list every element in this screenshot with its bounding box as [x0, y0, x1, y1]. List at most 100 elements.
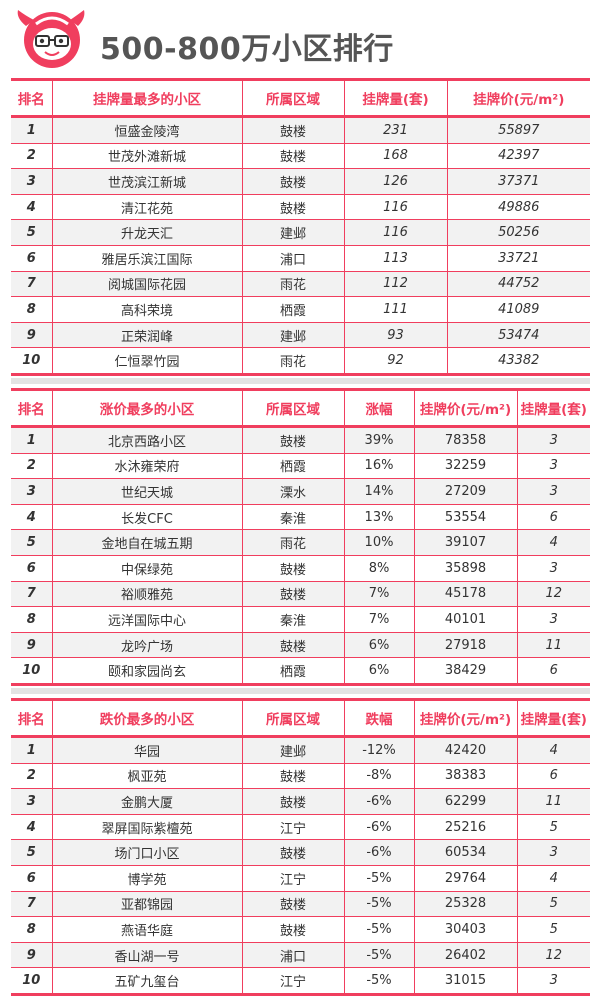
change-percent-cell: -12% [343, 736, 414, 764]
community-name-cell: 远洋国际中心 [51, 606, 242, 633]
district-cell: 浦口 [241, 942, 344, 969]
listing-price-cell: 62299 [413, 788, 517, 815]
change-percent-cell: -8% [343, 763, 414, 790]
listing-price-cell: 27209 [413, 478, 517, 505]
change-percent-cell: -5% [343, 865, 414, 892]
table-row: 6 雅居乐滨江国际 浦口 113 33721 [11, 245, 590, 272]
mascot-logo-icon [17, 10, 85, 68]
listing-count-cell: 6 [516, 763, 590, 790]
table-row: 8 远洋国际中心 秦淮 7% 40101 3 [11, 606, 590, 633]
district-cell: 鼓楼 [241, 632, 344, 659]
listing-count-cell: 116 [343, 194, 447, 221]
community-name-cell: 博学苑 [51, 865, 242, 892]
rank-cell: 6 [11, 555, 52, 582]
listing-count-cell: 126 [343, 168, 447, 195]
listing-price-cell: 60534 [413, 839, 517, 866]
listing-count-cell: 3 [516, 478, 590, 505]
listing-count-cell: 3 [516, 839, 590, 866]
listing-count-cell: 4 [516, 529, 590, 556]
column-header: 跌幅 [343, 698, 414, 738]
listing-price-cell: 37371 [446, 168, 590, 195]
district-cell: 浦口 [241, 245, 344, 272]
listing-count-cell: 93 [343, 322, 447, 349]
listing-count-cell: 5 [516, 916, 590, 943]
district-cell: 雨花 [241, 347, 344, 376]
listing-count-cell: 3 [516, 426, 590, 454]
column-header: 所属区域 [241, 698, 344, 738]
table-row: 9 龙吟广场 鼓楼 6% 27918 11 [11, 632, 590, 659]
listing-price-cell: 30403 [413, 916, 517, 943]
change-percent-cell: 6% [343, 632, 414, 659]
district-cell: 建邺 [241, 736, 344, 764]
district-cell: 鼓楼 [241, 839, 344, 866]
listing-price-cell: 38383 [413, 763, 517, 790]
table-row: 10 颐和家园尚玄 栖霞 6% 38429 6 [11, 657, 590, 686]
district-cell: 鼓楼 [241, 581, 344, 608]
district-cell: 建邺 [241, 322, 344, 349]
listing-count-cell: 3 [516, 967, 590, 996]
community-name-cell: 裕顺雅苑 [51, 581, 242, 608]
column-header: 挂牌量(套) [516, 388, 590, 428]
column-header: 涨幅 [343, 388, 414, 428]
listing-count-cell: 116 [343, 219, 447, 246]
listing-price-cell: 40101 [413, 606, 517, 633]
rank-cell: 1 [11, 736, 52, 764]
community-name-cell: 燕语华庭 [51, 916, 242, 943]
table-row: 1 北京西路小区 鼓楼 39% 78358 3 [11, 426, 590, 454]
rank-cell: 7 [11, 271, 52, 298]
listing-price-cell: 50256 [446, 219, 590, 246]
table-row: 3 世纪天城 溧水 14% 27209 3 [11, 478, 590, 505]
column-header: 涨价最多的小区 [51, 388, 242, 428]
table-row: 5 金地自在城五期 雨花 10% 39107 4 [11, 529, 590, 556]
community-name-cell: 雅居乐滨江国际 [51, 245, 242, 272]
district-cell: 鼓楼 [241, 168, 344, 195]
change-percent-cell: -6% [343, 839, 414, 866]
listing-count-cell: 12 [516, 581, 590, 608]
column-header: 排名 [11, 388, 52, 428]
listing-price-cell: 25328 [413, 891, 517, 918]
table-row: 6 中保绿苑 鼓楼 8% 35898 3 [11, 555, 590, 582]
table-row: 4 清江花苑 鼓楼 116 49886 [11, 194, 590, 221]
column-header: 跌价最多的小区 [51, 698, 242, 738]
community-name-cell: 阅城国际花园 [51, 271, 242, 298]
listing-price-cell: 33721 [446, 245, 590, 272]
district-cell: 建邺 [241, 219, 344, 246]
change-percent-cell: 7% [343, 606, 414, 633]
community-name-cell: 场门口小区 [51, 839, 242, 866]
table-row: 2 水沐雍荣府 栖霞 16% 32259 3 [11, 453, 590, 480]
listing-count-cell: 92 [343, 347, 447, 376]
table-row: 8 高科荣境 栖霞 111 41089 [11, 296, 590, 323]
column-header: 挂牌价(元/m²) [413, 698, 517, 738]
rank-cell: 4 [11, 814, 52, 841]
table-header-row: 排名 跌价最多的小区 所属区域 跌幅 挂牌价(元/m²) 挂牌量(套) [11, 698, 590, 738]
rank-cell: 2 [11, 143, 52, 170]
rank-cell: 5 [11, 529, 52, 556]
listing-price-cell: 26402 [413, 942, 517, 969]
listing-count-cell: 3 [516, 606, 590, 633]
rank-cell: 8 [11, 606, 52, 633]
listing-price-cell: 27918 [413, 632, 517, 659]
rank-cell: 3 [11, 478, 52, 505]
community-name-cell: 水沐雍荣府 [51, 453, 242, 480]
page-header: 500-800万小区排行 [0, 0, 600, 78]
community-name-cell: 升龙天汇 [51, 219, 242, 246]
column-header: 排名 [11, 698, 52, 738]
rank-cell: 4 [11, 504, 52, 531]
rank-cell: 8 [11, 916, 52, 943]
rank-cell: 9 [11, 632, 52, 659]
listing-count-cell: 111 [343, 296, 447, 323]
listing-count-cell: 12 [516, 942, 590, 969]
rank-cell: 7 [11, 891, 52, 918]
district-cell: 栖霞 [241, 657, 344, 686]
column-header: 排名 [11, 78, 52, 118]
rank-cell: 6 [11, 245, 52, 272]
table-row: 9 香山湖一号 浦口 -5% 26402 12 [11, 942, 590, 969]
table-row: 10 五矿九玺台 江宁 -5% 31015 3 [11, 967, 590, 996]
listing-price-cell: 53474 [446, 322, 590, 349]
table-row: 5 升龙天汇 建邺 116 50256 [11, 219, 590, 246]
column-header: 挂牌价(元/m²) [413, 388, 517, 428]
listing-count-cell: 231 [343, 116, 447, 144]
community-name-cell: 香山湖一号 [51, 942, 242, 969]
listing-price-cell: 38429 [413, 657, 517, 686]
table-row: 6 博学苑 江宁 -5% 29764 4 [11, 865, 590, 892]
